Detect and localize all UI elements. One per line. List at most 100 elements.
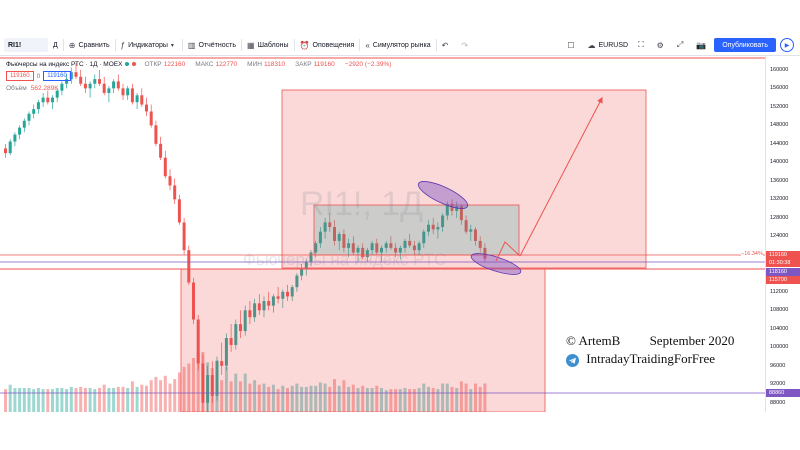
- indicators-label: Индикаторы: [128, 41, 168, 49]
- low-value: 118310: [263, 60, 286, 68]
- volume-bar: [380, 388, 383, 412]
- volume-bar: [356, 388, 360, 412]
- volume-bar: [351, 384, 355, 412]
- price-tick: 156000: [770, 85, 789, 92]
- candle-body: [41, 97, 45, 103]
- candle-body: [4, 148, 7, 154]
- volume-bar: [323, 383, 327, 412]
- indicators-button[interactable]: ƒ Индикаторы ▾: [116, 35, 182, 55]
- volume-bar: [262, 383, 266, 412]
- level-label: 115700: [766, 276, 800, 284]
- candle-body: [51, 97, 54, 103]
- candle-body: [290, 287, 294, 297]
- volume-bar: [65, 389, 69, 412]
- price-tick: 160000: [770, 66, 789, 73]
- candle-body: [469, 229, 473, 232]
- candle-body: [18, 127, 22, 135]
- candle-body: [459, 206, 463, 221]
- volume-value: 562.289K: [30, 84, 59, 92]
- candle-body: [135, 95, 139, 103]
- open-label: ОТКР: [144, 60, 162, 68]
- currency-label: EURUSD: [598, 41, 629, 49]
- target-zone: [281, 89, 647, 269]
- volume-bar: [412, 389, 416, 412]
- candle-body: [300, 268, 304, 276]
- candle-body: [65, 79, 69, 84]
- candle-body: [276, 296, 280, 299]
- candle-body: [309, 252, 313, 262]
- volume-bar: [41, 389, 45, 412]
- ask-box[interactable]: 119160: [43, 71, 71, 81]
- volume-bar: [140, 384, 144, 412]
- volume-bar: [370, 388, 374, 412]
- price-tick: 92000: [770, 381, 786, 388]
- price-scale[interactable]: 88000 92000 96000 100000 104000 108000 112000 1…: [765, 56, 800, 412]
- candle-body: [365, 250, 369, 258]
- bid-box[interactable]: 119160: [6, 71, 34, 81]
- candle-body: [398, 247, 402, 253]
- compare-button[interactable]: ⊕ Сравнить: [64, 35, 115, 55]
- volume-bar: [159, 380, 163, 412]
- volume-bar: [224, 366, 228, 412]
- price-chart[interactable]: [0, 56, 765, 412]
- volume-bar: [318, 382, 322, 412]
- candle-body: [474, 229, 477, 241]
- snapshot-button[interactable]: 📷: [691, 35, 714, 55]
- volume-bar: [22, 388, 26, 412]
- candle-body: [314, 243, 318, 253]
- volume-bar: [88, 388, 92, 412]
- candle-body: [441, 215, 445, 228]
- close-label: ЗАКР: [295, 60, 312, 68]
- square-icon: ☐: [567, 40, 575, 50]
- candle-body: [417, 243, 421, 251]
- expand-button[interactable]: ⤢: [672, 35, 691, 55]
- volume-bar: [239, 381, 242, 412]
- volume-bar: [408, 389, 412, 412]
- function-icon: ƒ: [120, 40, 126, 50]
- candle-body: [192, 282, 195, 320]
- candle-body: [121, 88, 125, 96]
- reports-button[interactable]: ▥ Отчётность: [183, 35, 241, 55]
- alerts-label: Оповещения: [312, 41, 355, 49]
- fullscreen-button[interactable]: ⛶: [633, 35, 652, 55]
- interval-button[interactable]: Д: [48, 35, 63, 55]
- volume-bar: [83, 388, 87, 412]
- volume-bar: [333, 379, 336, 412]
- top-toolbar: RI1! Д ⊕ Сравнить ƒ Индикаторы ▾ ▥ Отчётност…: [0, 35, 800, 56]
- candle-body: [478, 240, 482, 248]
- layout-button[interactable]: ☐: [562, 35, 582, 55]
- volume-bar: [375, 385, 379, 412]
- replay-button[interactable]: «Симулятор рынка: [360, 35, 435, 55]
- volume-bar: [46, 389, 50, 412]
- watchlist-symbol[interactable]: ☁ EURUSD: [583, 35, 634, 55]
- open-value: 122160: [163, 60, 186, 68]
- play-icon[interactable]: ▶: [780, 38, 794, 52]
- alerts-button[interactable]: ⏰ Оповещения: [295, 35, 360, 55]
- candle-body: [380, 247, 383, 253]
- candle-body: [159, 143, 163, 158]
- status-dot: [125, 62, 130, 66]
- stop-zone: [180, 268, 546, 412]
- templates-button[interactable]: ▦ Шаблоны: [242, 35, 294, 55]
- candle-body: [455, 206, 459, 211]
- symbol-search[interactable]: RI1!: [4, 38, 48, 52]
- candle-body: [201, 363, 205, 403]
- publish-button[interactable]: Опубликовать: [714, 38, 776, 52]
- level-label: 118160: [766, 268, 800, 276]
- candle-body: [304, 261, 308, 269]
- spread-value: 0: [36, 72, 41, 80]
- candle-body: [140, 95, 144, 105]
- toolbar-divider: [359, 39, 361, 51]
- candle-body: [79, 76, 83, 84]
- candle-body: [450, 203, 454, 211]
- author-date: September 2020: [649, 333, 735, 348]
- redo-button[interactable]: ↷: [456, 35, 476, 55]
- candle-body: [234, 324, 238, 345]
- candle-body: [295, 275, 299, 288]
- settings-button[interactable]: ⚙: [652, 35, 672, 55]
- candle-body: [286, 291, 289, 297]
- candle-body: [215, 361, 219, 396]
- small-zigzag: [495, 241, 521, 262]
- undo-button[interactable]: ↶: [437, 35, 457, 55]
- templates-label: Шаблоны: [257, 41, 289, 49]
